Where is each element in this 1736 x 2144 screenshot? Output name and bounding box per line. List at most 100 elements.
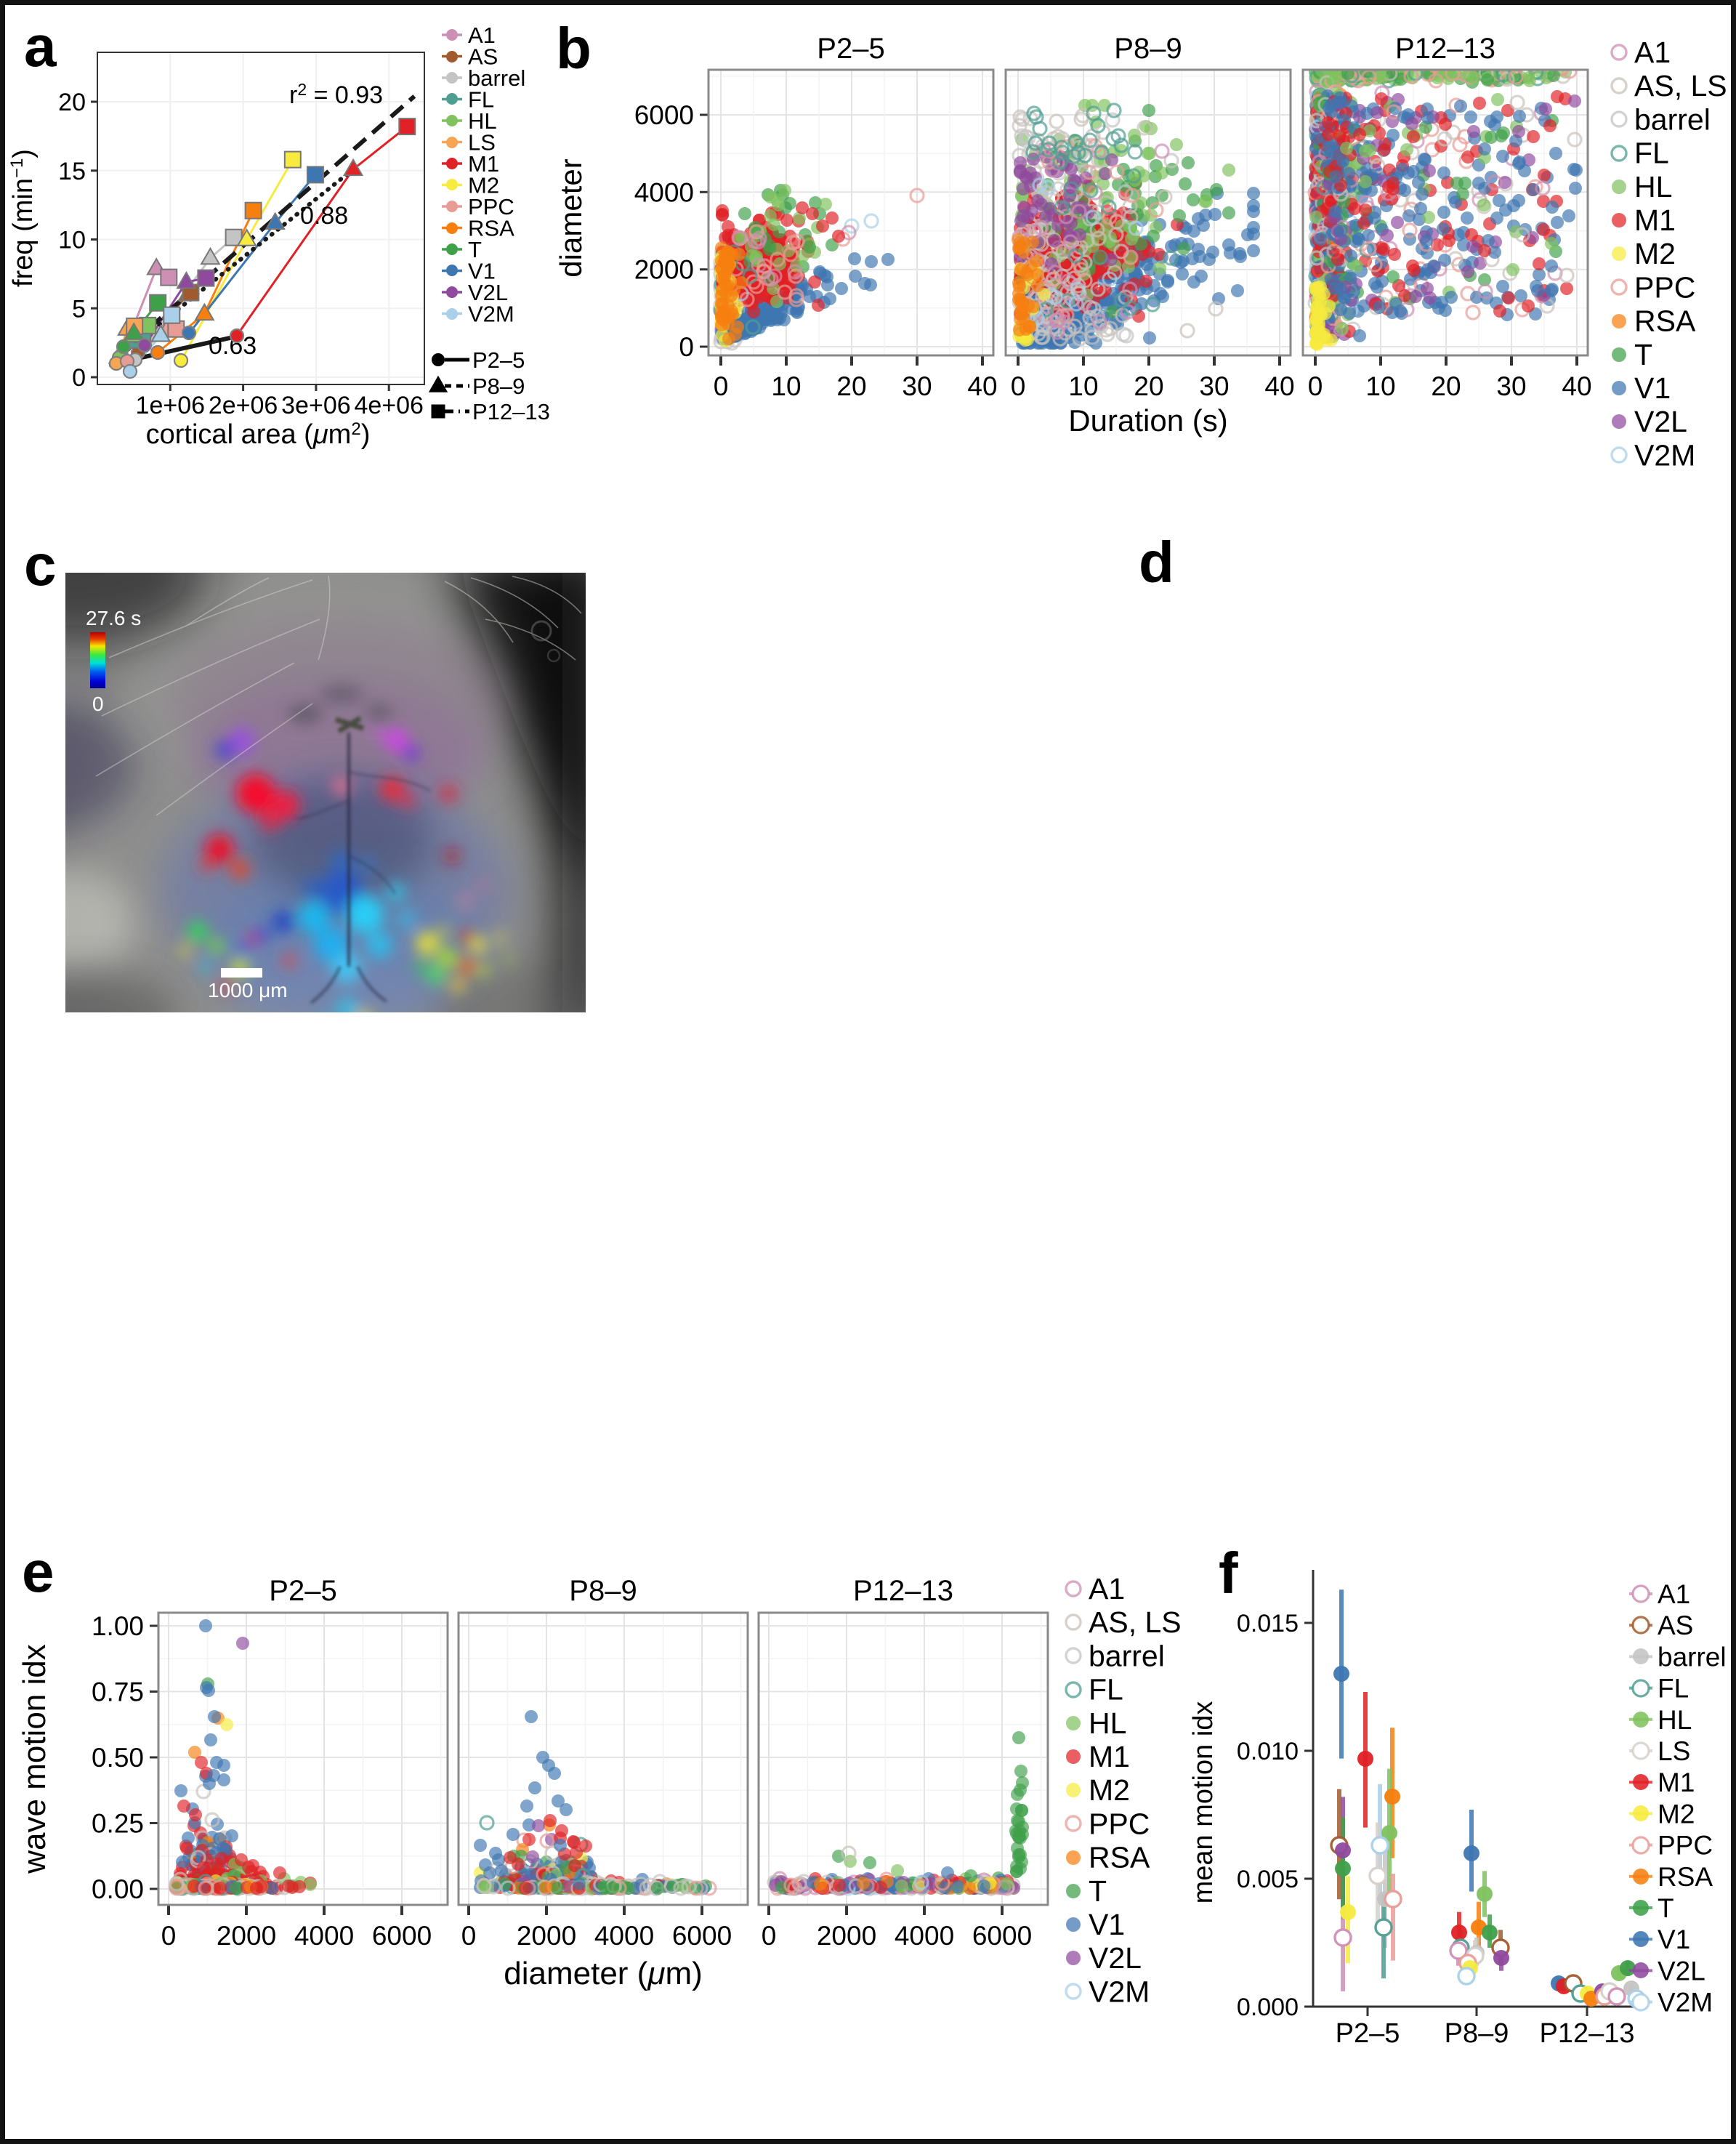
svg-text:M2: M2 <box>468 173 499 198</box>
svg-text:V2M: V2M <box>468 302 514 327</box>
svg-text:A1: A1 <box>1634 36 1671 69</box>
svg-text:M2: M2 <box>1658 1799 1695 1829</box>
svg-text:PPC: PPC <box>1634 270 1695 304</box>
svg-text:2000: 2000 <box>634 255 694 285</box>
svg-text:HL: HL <box>1658 1705 1692 1735</box>
svg-text:20: 20 <box>1134 371 1163 401</box>
svg-text:2000: 2000 <box>517 1921 576 1951</box>
svg-text:0.00: 0.00 <box>92 1874 144 1904</box>
svg-text:27.6 s: 27.6 s <box>86 607 141 629</box>
svg-text:AS, LS: AS, LS <box>1634 69 1727 102</box>
svg-text:HL: HL <box>468 108 497 134</box>
svg-text:P8–9: P8–9 <box>1114 33 1182 65</box>
svg-text:AS, LS: AS, LS <box>1089 1605 1182 1639</box>
svg-text:f: f <box>1219 1541 1238 1605</box>
svg-text:0: 0 <box>461 1921 477 1951</box>
svg-text:0: 0 <box>679 332 694 362</box>
svg-text:c: c <box>24 533 57 597</box>
svg-text:barrel: barrel <box>1658 1642 1727 1672</box>
svg-text:P2–5: P2–5 <box>472 347 525 373</box>
svg-text:0.000: 0.000 <box>1237 1994 1299 2021</box>
svg-text:RSA: RSA <box>1634 305 1696 338</box>
svg-text:4000: 4000 <box>634 177 694 207</box>
svg-text:V2M: V2M <box>1634 438 1695 472</box>
svg-text:V2L: V2L <box>468 280 508 305</box>
svg-text:0: 0 <box>1308 371 1323 401</box>
svg-text:30: 30 <box>902 371 932 401</box>
svg-text:2000: 2000 <box>817 1921 876 1951</box>
svg-text:4000: 4000 <box>294 1921 354 1951</box>
svg-text:0: 0 <box>1011 371 1026 401</box>
svg-text:0: 0 <box>92 693 104 715</box>
svg-text:V2M: V2M <box>1089 1975 1150 2008</box>
svg-text:40: 40 <box>967 371 997 401</box>
svg-text:M1: M1 <box>1089 1740 1130 1773</box>
svg-text:wave motion idx: wave motion idx <box>17 1644 52 1874</box>
svg-text:P2–5: P2–5 <box>269 1575 336 1607</box>
svg-text:barrel: barrel <box>468 65 525 91</box>
svg-text:0.75: 0.75 <box>92 1677 144 1707</box>
svg-text:V2L: V2L <box>1089 1941 1142 1975</box>
svg-text:0: 0 <box>72 364 86 392</box>
svg-text:diameter (μm): diameter (μm) <box>504 1956 703 1991</box>
svg-text:b: b <box>556 16 592 81</box>
svg-text:T: T <box>1089 1874 1107 1908</box>
svg-text:10: 10 <box>1365 371 1395 401</box>
svg-text:5: 5 <box>72 295 86 323</box>
svg-text:40: 40 <box>1562 371 1591 401</box>
svg-text:15: 15 <box>58 158 86 185</box>
svg-text:40: 40 <box>1264 371 1294 401</box>
svg-text:A1: A1 <box>468 23 496 48</box>
svg-text:e: e <box>22 1539 54 1604</box>
svg-text:10: 10 <box>1068 371 1098 401</box>
svg-text:0.25: 0.25 <box>92 1809 144 1839</box>
svg-text:P12–13: P12–13 <box>1539 2018 1634 2049</box>
svg-text:P2–5: P2–5 <box>817 33 884 65</box>
svg-text:M1: M1 <box>468 151 499 177</box>
svg-text:M1: M1 <box>1634 203 1676 237</box>
svg-text:FL: FL <box>468 87 494 113</box>
svg-text:10: 10 <box>771 371 801 401</box>
svg-text:a: a <box>24 14 57 78</box>
svg-text:AS: AS <box>468 44 498 70</box>
svg-text:P2–5: P2–5 <box>1336 2018 1400 2049</box>
svg-text:barrel: barrel <box>1634 102 1711 136</box>
svg-text:M1: M1 <box>1658 1768 1695 1797</box>
svg-text:2e+06: 2e+06 <box>209 392 278 419</box>
svg-text:T: T <box>1634 338 1652 371</box>
svg-text:V2L: V2L <box>1634 405 1687 438</box>
svg-text:4000: 4000 <box>895 1921 954 1951</box>
svg-text:0.50: 0.50 <box>92 1743 144 1773</box>
svg-text:30: 30 <box>1496 371 1526 401</box>
svg-text:PPC: PPC <box>1658 1831 1713 1861</box>
svg-text:P12–13: P12–13 <box>1395 33 1495 65</box>
svg-text:PPC: PPC <box>468 194 514 219</box>
svg-text:1.00: 1.00 <box>92 1611 144 1641</box>
svg-text:d: d <box>1139 530 1174 595</box>
svg-text:0: 0 <box>161 1921 177 1951</box>
svg-text:mean motion idx: mean motion idx <box>1188 1701 1219 1904</box>
svg-text:20: 20 <box>1431 371 1461 401</box>
svg-text:0.88: 0.88 <box>300 202 348 230</box>
svg-text:1e+06: 1e+06 <box>136 392 206 419</box>
svg-text:30: 30 <box>1199 371 1229 401</box>
svg-text:freq (min−1): freq (min−1) <box>7 149 39 287</box>
svg-text:M2: M2 <box>1634 237 1676 270</box>
svg-text:M2: M2 <box>1089 1773 1130 1807</box>
svg-text:LS: LS <box>468 130 496 156</box>
svg-text:P8–9: P8–9 <box>569 1575 637 1607</box>
svg-text:6000: 6000 <box>972 1921 1032 1951</box>
svg-text:6000: 6000 <box>372 1921 432 1951</box>
svg-text:P12–13: P12–13 <box>472 399 550 424</box>
svg-text:HL: HL <box>1634 170 1672 203</box>
svg-text:V1: V1 <box>468 259 496 284</box>
svg-text:diameter: diameter <box>554 158 588 277</box>
svg-text:V1: V1 <box>1634 371 1671 405</box>
svg-text:0.015: 0.015 <box>1237 1610 1299 1637</box>
svg-text:10: 10 <box>58 227 86 254</box>
svg-text:1000 μm: 1000 μm <box>208 979 288 1002</box>
svg-text:FL: FL <box>1089 1673 1123 1706</box>
svg-text:20: 20 <box>836 371 866 401</box>
svg-text:T: T <box>468 237 482 262</box>
svg-text:AS: AS <box>1658 1611 1693 1640</box>
